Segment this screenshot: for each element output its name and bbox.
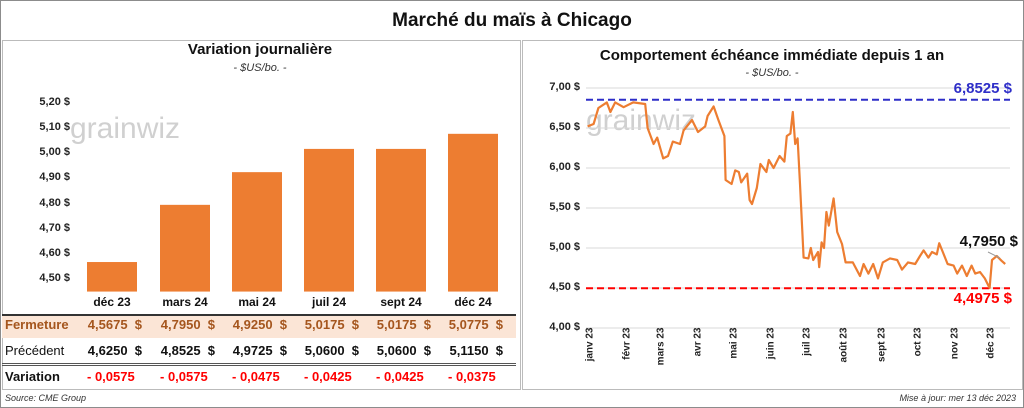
table-cell: 5,0600 $ (376, 343, 431, 358)
price-line (587, 101, 1006, 290)
y-tick-label: 6,50 $ (549, 121, 580, 133)
row-label: Variation (5, 369, 60, 384)
last-value-label: 4,7950 $ (959, 233, 1018, 250)
y-tick-label: 5,00 $ (549, 241, 580, 253)
table-cell: 5,1150 $ (449, 343, 504, 358)
y-tick-label: 4,80 $ (39, 196, 70, 209)
table-cell: - 0,0425 (304, 369, 352, 384)
table-cell: 4,7950 $ (160, 317, 215, 332)
table-cell: - 0,0475 (232, 369, 280, 384)
table-cell: 4,8525 $ (160, 343, 215, 358)
bar (87, 262, 137, 292)
x-tick-label: janv 23 (584, 327, 596, 362)
table-cell: 4,9725 $ (232, 343, 287, 358)
bar (376, 148, 426, 292)
table-cell: 5,0600 $ (304, 343, 359, 358)
bar (304, 148, 354, 292)
table-highlight-row (2, 314, 516, 338)
watermark-logo: grainwiz (70, 112, 181, 145)
x-tick-label: oct 23 (912, 327, 924, 357)
max-value-label: 6,8525 $ (953, 80, 1012, 97)
x-tick-label: févr 23 (621, 327, 633, 360)
x-tick-label: juil 23 (801, 327, 813, 356)
table-cell: - 0,0575 (160, 369, 208, 384)
category-label: déc 24 (454, 295, 492, 309)
table-cell: 4,6250 $ (87, 343, 142, 358)
left-panel-frame (2, 40, 521, 390)
table-cell: - 0,0425 (376, 369, 424, 384)
table-cell: 5,0775 $ (448, 317, 503, 332)
y-tick-label: 5,50 $ (549, 201, 580, 213)
category-label: sept 24 (380, 295, 422, 309)
y-tick-label: 5,10 $ (39, 121, 70, 134)
x-tick-label: mars 23 (655, 327, 667, 366)
table-divider (2, 363, 516, 366)
row-label: Fermeture (5, 317, 69, 332)
category-label: juil 24 (311, 295, 346, 309)
bar (448, 133, 498, 292)
x-tick-label: mai 23 (728, 327, 740, 359)
line-chart-unit: - $US/bo. - (745, 67, 799, 79)
category-label: mars 24 (162, 295, 208, 309)
bar (160, 204, 210, 292)
category-label: déc 23 (93, 295, 131, 309)
bar (232, 172, 282, 292)
y-tick-label: 4,90 $ (39, 171, 70, 184)
bar-chart-title: Variation journalière (187, 41, 333, 58)
x-tick-label: sept 23 (876, 327, 888, 362)
table-cell: 4,5675 $ (87, 317, 142, 332)
line-chart-title: Comportement échéance immédiate depuis 1… (599, 47, 945, 64)
table-cell: - 0,0375 (448, 369, 496, 384)
y-tick-label: 6,00 $ (549, 161, 580, 173)
table-cell: - 0,0575 (87, 369, 135, 384)
min-value-label: 4,4975 $ (953, 290, 1012, 307)
x-tick-label: avr 23 (692, 327, 704, 357)
source-note: Source: CME Group (5, 393, 87, 403)
y-tick-label: 4,50 $ (39, 272, 70, 284)
y-tick-label: 5,20 $ (39, 96, 70, 109)
y-tick-label: 4,50 $ (549, 281, 580, 293)
table-cell: 5,0175 $ (376, 317, 431, 332)
table-cell: 4,9250 $ (232, 317, 287, 332)
table-cell: 5,0175 $ (304, 317, 359, 332)
page-title: Marché du maïs à Chicago (392, 10, 632, 31)
y-tick-label: 7,00 $ (549, 81, 580, 93)
right-panel-frame (522, 40, 1023, 390)
category-label: mai 24 (238, 295, 276, 309)
y-tick-label: 4,60 $ (39, 246, 70, 259)
x-tick-label: déc 23 (985, 327, 997, 359)
x-tick-label: août 23 (838, 327, 850, 363)
y-tick-label: 5,00 $ (39, 146, 70, 159)
bar-chart-unit: - $US/bo. - (233, 62, 287, 74)
watermark-logo-2: grainwiz (586, 104, 697, 137)
update-date: Mise à jour: mer 13 déc 2023 (899, 393, 1016, 403)
y-tick-label: 4,00 $ (549, 321, 580, 333)
y-tick-label: 4,70 $ (39, 221, 70, 234)
x-tick-label: nov 23 (949, 327, 961, 360)
x-tick-label: juin 23 (765, 327, 777, 360)
row-label: Précédent (5, 343, 65, 358)
last-value-leader (987, 251, 1001, 259)
